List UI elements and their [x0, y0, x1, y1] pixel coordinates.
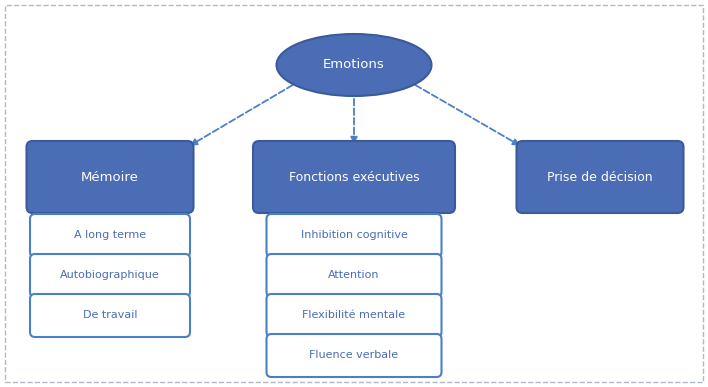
FancyBboxPatch shape: [266, 214, 442, 257]
FancyBboxPatch shape: [30, 294, 190, 337]
FancyBboxPatch shape: [30, 214, 190, 257]
Text: Fonctions exécutives: Fonctions exécutives: [289, 171, 419, 183]
Text: Autobiographique: Autobiographique: [60, 271, 160, 281]
Text: Fluence verbale: Fluence verbale: [309, 351, 399, 361]
FancyBboxPatch shape: [26, 141, 193, 213]
FancyBboxPatch shape: [253, 141, 455, 213]
Text: Inhibition cognitive: Inhibition cognitive: [301, 231, 407, 240]
FancyBboxPatch shape: [266, 254, 442, 297]
Text: Flexibilité mentale: Flexibilité mentale: [302, 310, 406, 320]
Text: Attention: Attention: [329, 271, 379, 281]
FancyBboxPatch shape: [517, 141, 683, 213]
Text: Emotions: Emotions: [323, 58, 385, 72]
FancyBboxPatch shape: [266, 294, 442, 337]
Text: Mémoire: Mémoire: [81, 171, 139, 183]
Text: De travail: De travail: [83, 310, 137, 320]
Ellipse shape: [277, 34, 431, 96]
Text: A long terme: A long terme: [74, 231, 146, 240]
FancyBboxPatch shape: [30, 254, 190, 297]
FancyBboxPatch shape: [266, 334, 442, 377]
Text: Prise de décision: Prise de décision: [547, 171, 653, 183]
